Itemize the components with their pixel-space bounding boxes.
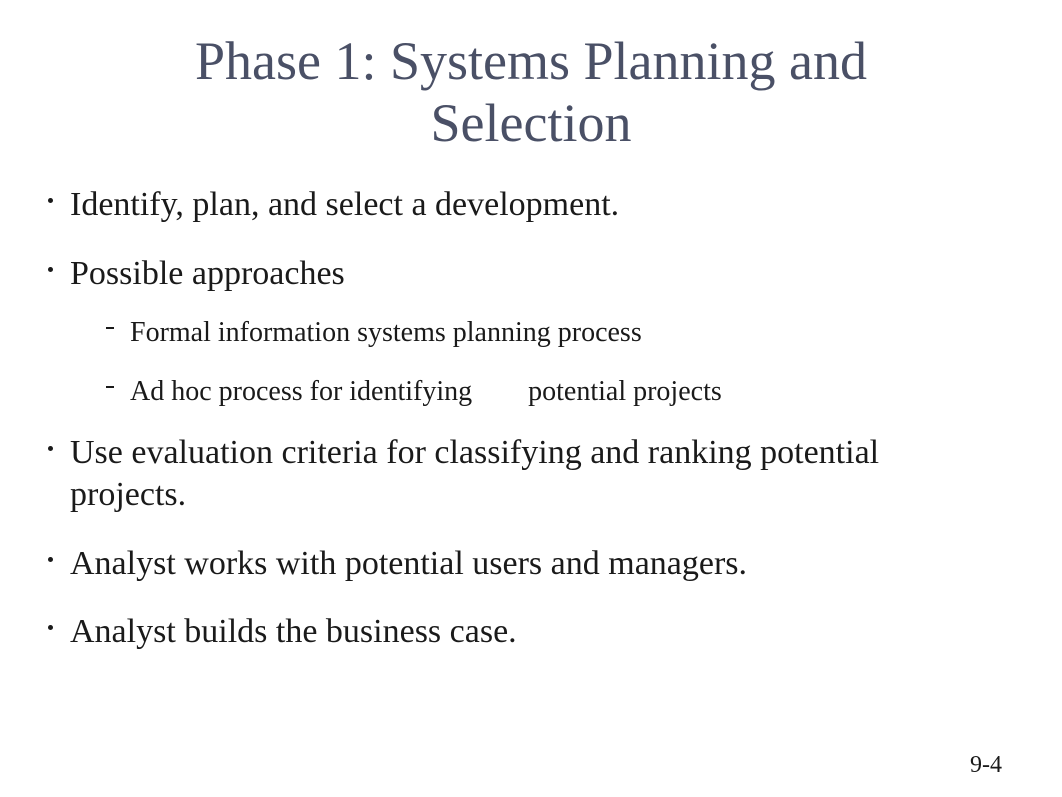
page-number: 9-4: [970, 752, 1002, 779]
bullet-item: Use evaluation criteria for classifying …: [30, 432, 1042, 517]
bullet-text: Analyst builds the business case.: [70, 611, 1042, 654]
bullet-dot-icon: [30, 184, 70, 203]
bullet-item: Analyst works with potential users and m…: [30, 543, 1042, 586]
slide-content: Identify, plan, and select a development…: [20, 184, 1042, 654]
bullet-text: Analyst works with potential users and m…: [70, 543, 1042, 586]
dash-icon: [90, 315, 130, 329]
bullet-dot-icon: [30, 432, 70, 451]
bullet-item: Analyst builds the business case.: [30, 611, 1042, 654]
bullet-dot-icon: [30, 543, 70, 562]
sub-bullet-item: Formal information systems planning proc…: [90, 315, 1042, 351]
bullet-item: Possible approaches: [30, 253, 1042, 296]
bullet-dot-icon: [30, 611, 70, 630]
bullet-dot-icon: [30, 253, 70, 272]
slide-title: Phase 1: Systems Planning and Selection: [20, 30, 1042, 154]
sub-bullet-item: Ad hoc process for identifying potential…: [90, 374, 1042, 410]
bullet-text: Possible approaches: [70, 253, 1042, 296]
sub-bullet-text: Ad hoc process for identifying potential…: [130, 374, 1042, 410]
dash-icon: [90, 374, 130, 388]
slide-container: Phase 1: Systems Planning and Selection …: [0, 0, 1062, 797]
bullet-item: Identify, plan, and select a development…: [30, 184, 1042, 227]
bullet-text: Identify, plan, and select a development…: [70, 184, 1042, 227]
bullet-text: Use evaluation criteria for classifying …: [70, 432, 1042, 517]
sub-bullet-text: Formal information systems planning proc…: [130, 315, 1042, 351]
